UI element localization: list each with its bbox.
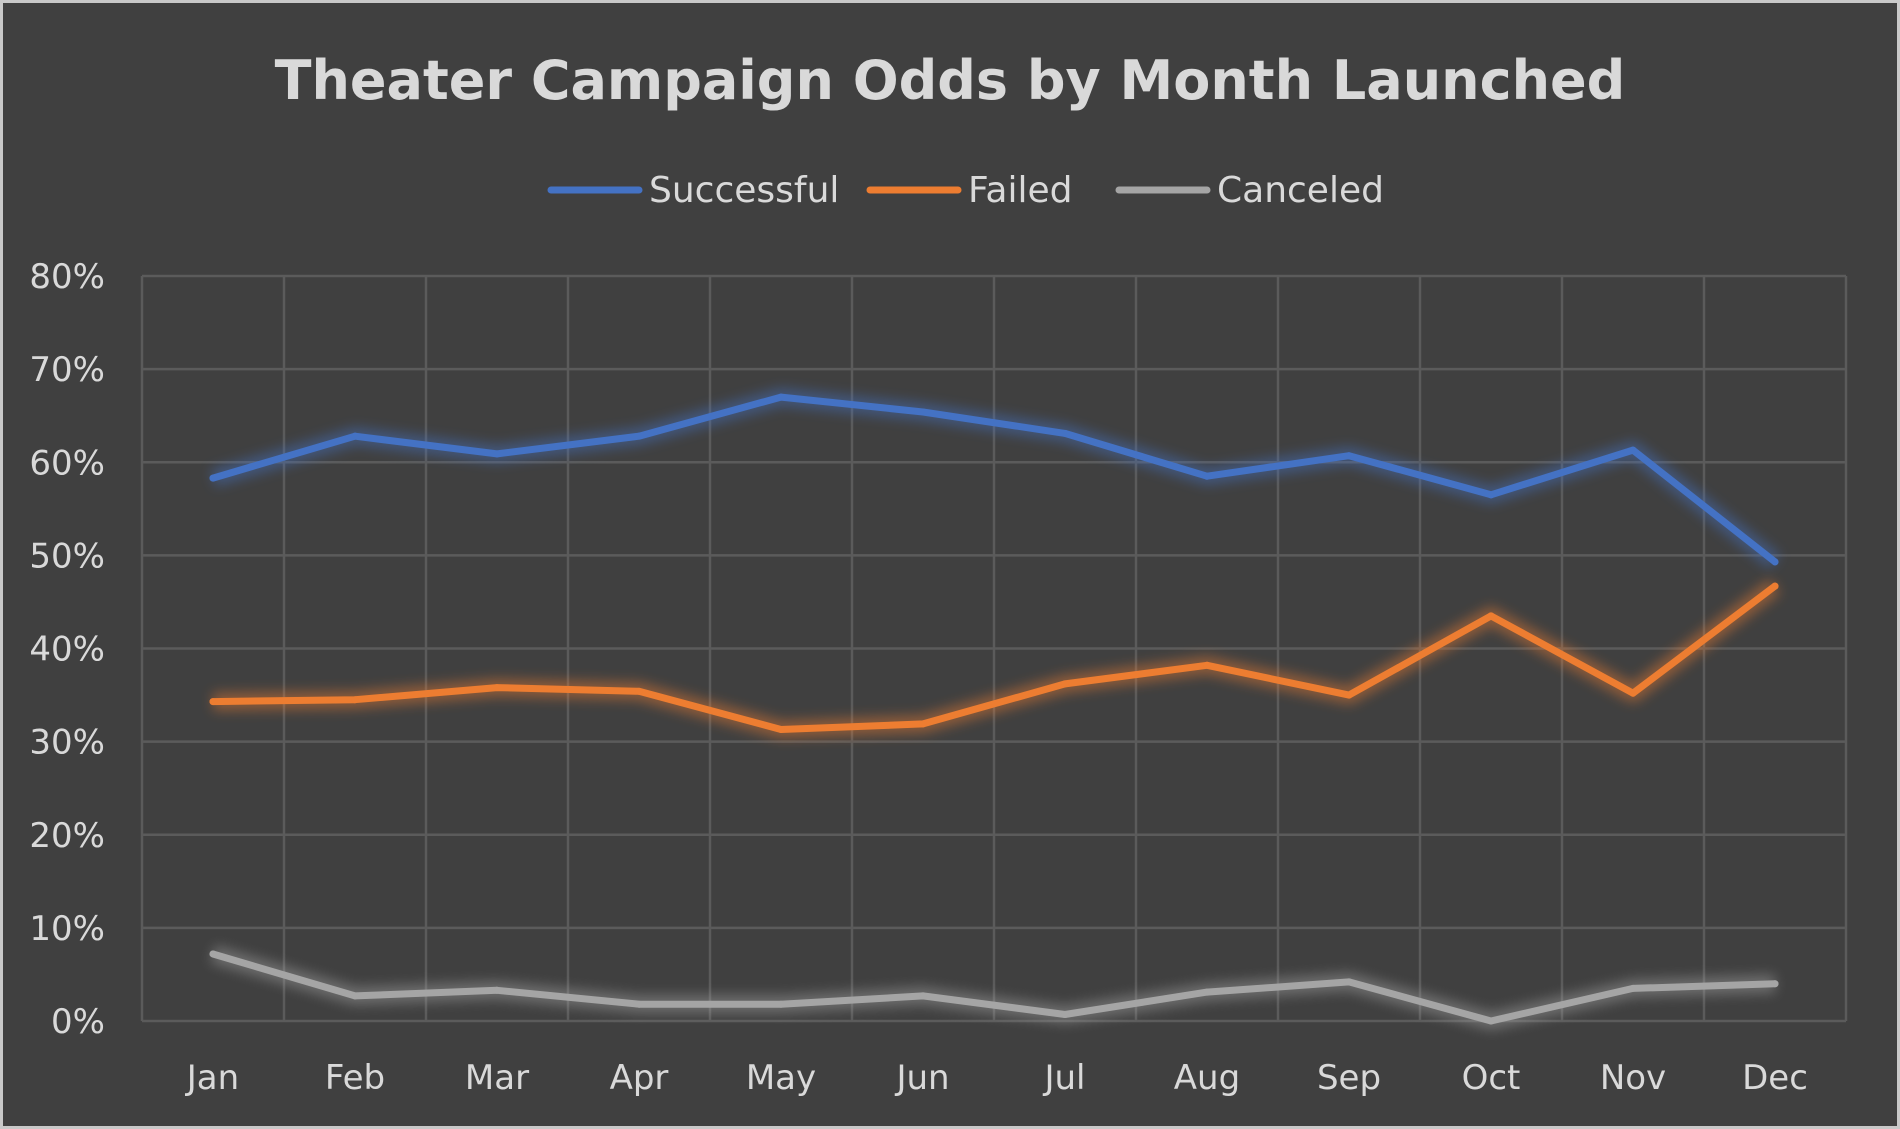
- x-tick-label: May: [746, 1058, 816, 1098]
- x-tick-label: Apr: [610, 1058, 669, 1098]
- data-point: [1203, 988, 1211, 996]
- legend-label: Canceled: [1217, 170, 1384, 211]
- x-tick-label: Dec: [1742, 1058, 1808, 1098]
- x-tick-label: Oct: [1462, 1058, 1521, 1098]
- data-point: [209, 950, 217, 958]
- y-tick-label: 30%: [29, 723, 105, 763]
- data-point: [919, 992, 927, 1000]
- data-point: [777, 393, 785, 401]
- data-point: [1345, 452, 1353, 460]
- data-point: [777, 726, 785, 734]
- y-axis-ticks: 0% 10% 20% 30% 40% 50% 60% 70% 80%: [29, 257, 105, 1042]
- series-line-canceled: [209, 950, 1779, 1025]
- data-point: [1203, 661, 1211, 669]
- x-tick-label: Jan: [185, 1058, 239, 1098]
- legend-item-canceled: Canceled: [1115, 170, 1384, 211]
- data-point: [1629, 689, 1637, 697]
- data-point: [1771, 558, 1779, 566]
- chart-frame: Theater Campaign Odds by Month Launched …: [3, 3, 1897, 1126]
- data-point: [1487, 1017, 1495, 1025]
- x-tick-label: Jun: [894, 1058, 949, 1098]
- y-tick-label: 70%: [29, 350, 105, 390]
- data-point: [777, 1000, 785, 1008]
- series-lines: [209, 388, 1781, 1030]
- series-line-failed: [209, 582, 1779, 733]
- data-point: [1629, 446, 1637, 454]
- x-axis-ticks: Jan Feb Mar Apr May Jun Jul Aug Sep Oct Nov Dec: [185, 1058, 1808, 1098]
- data-point: [1345, 978, 1353, 986]
- y-tick-label: 10%: [29, 909, 105, 949]
- y-tick-label: 20%: [29, 816, 105, 856]
- x-tick-label: Jul: [1042, 1058, 1085, 1098]
- x-tick-label: Aug: [1174, 1058, 1240, 1098]
- y-tick-label: 60%: [29, 443, 105, 483]
- data-point: [635, 687, 643, 695]
- data-point: [493, 986, 501, 994]
- legend-item-successful: Successful: [547, 170, 839, 211]
- legend: Successful Failed Canceled: [547, 170, 1384, 211]
- legend-item-failed: Failed: [866, 170, 1072, 211]
- x-tick-label: Nov: [1600, 1058, 1666, 1098]
- gridlines: [140, 274, 1848, 1023]
- data-point: [493, 450, 501, 458]
- data-point: [1487, 612, 1495, 620]
- data-point: [209, 698, 217, 706]
- data-point: [1061, 1010, 1069, 1018]
- data-point: [351, 696, 359, 704]
- data-point: [493, 684, 501, 692]
- data-point: [1629, 984, 1637, 992]
- data-point: [1487, 491, 1495, 499]
- y-tick-label: 40%: [29, 630, 105, 670]
- data-point: [635, 1000, 643, 1008]
- data-point: [209, 474, 217, 482]
- data-point: [1345, 691, 1353, 699]
- data-point: [919, 720, 927, 728]
- line-chart: Theater Campaign Odds by Month Launched …: [29, 49, 1848, 1098]
- data-point: [1061, 429, 1069, 437]
- data-point: [1203, 472, 1211, 480]
- data-point: [919, 408, 927, 416]
- chart-title: Theater Campaign Odds by Month Launched: [275, 49, 1626, 112]
- data-point: [1061, 680, 1069, 688]
- series-line-successful: [209, 393, 1779, 566]
- data-point: [1771, 980, 1779, 988]
- x-tick-label: Feb: [325, 1058, 385, 1098]
- data-point: [351, 432, 359, 440]
- y-tick-label: 80%: [29, 257, 105, 297]
- legend-label: Failed: [968, 170, 1072, 211]
- data-point: [351, 992, 359, 1000]
- y-tick-label: 50%: [29, 536, 105, 576]
- data-point: [1771, 582, 1779, 590]
- y-tick-label: 0%: [51, 1002, 105, 1042]
- data-point: [635, 432, 643, 440]
- legend-label: Successful: [649, 170, 839, 211]
- x-tick-label: Mar: [465, 1058, 529, 1098]
- x-tick-label: Sep: [1317, 1058, 1381, 1098]
